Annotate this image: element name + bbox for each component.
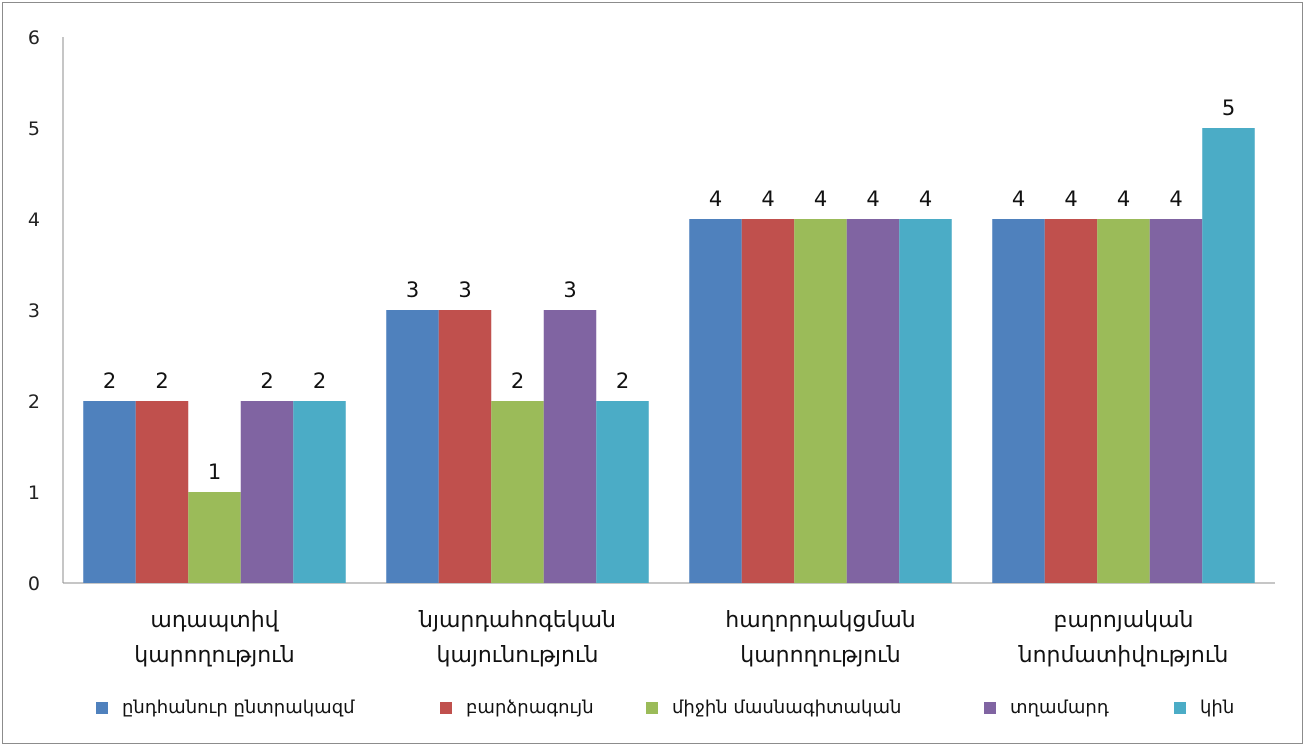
- data-label: 2: [313, 369, 326, 393]
- category-label: բարոյական: [1054, 608, 1194, 633]
- data-label: 4: [1169, 187, 1182, 211]
- y-tick-label: 4: [28, 209, 40, 231]
- legend-label: կին: [1200, 697, 1235, 718]
- data-label: 5: [1222, 96, 1235, 120]
- data-label: 4: [761, 187, 774, 211]
- bar: [596, 401, 649, 583]
- legend-swatch: [96, 701, 108, 714]
- bar: [543, 310, 597, 583]
- legend-label: ընդհանուր ընտրակազմ: [122, 697, 355, 718]
- data-label: 3: [563, 278, 576, 302]
- data-label: 4: [866, 187, 879, 211]
- legend-item: տղամարդ: [984, 697, 1109, 718]
- data-label: 4: [1012, 187, 1025, 211]
- legend-label: բարձրագույն: [466, 697, 594, 718]
- category-label: կարողություն: [134, 643, 294, 668]
- data-label: 1: [208, 460, 221, 484]
- data-label: 4: [814, 187, 827, 211]
- y-tick-label: 2: [28, 391, 40, 413]
- bar: [438, 310, 492, 583]
- y-tick-label: 3: [28, 300, 40, 322]
- legend-swatch: [984, 701, 996, 714]
- y-tick-label: 1: [28, 482, 40, 504]
- category-label: հաղորդակցման: [725, 608, 915, 633]
- category-label: նորմատիվություն: [1018, 643, 1229, 668]
- data-label: 4: [1064, 187, 1077, 211]
- bar: [293, 401, 346, 583]
- bar: [741, 219, 795, 583]
- category-label: ադապտիվ: [150, 608, 279, 633]
- legend-swatch: [646, 701, 658, 714]
- bar: [188, 492, 241, 583]
- legend-item: ընդհանուր ընտրակազմ: [96, 697, 355, 718]
- data-label: 2: [260, 369, 273, 393]
- bar: [83, 401, 136, 583]
- data-label: 3: [406, 278, 419, 302]
- data-label: 4: [709, 187, 722, 211]
- legend-swatch: [1174, 701, 1186, 714]
- bar: [1097, 219, 1150, 583]
- y-tick-label: 6: [28, 27, 40, 49]
- data-label: 2: [511, 369, 524, 393]
- legend-item: կին: [1174, 697, 1234, 718]
- bar: [1202, 128, 1255, 583]
- legend-item: բարձրագույն: [440, 697, 594, 718]
- legend: ընդհանուր ընտրակազմ բարձրագույն միջին մասն…: [0, 697, 1307, 725]
- bar: [240, 401, 294, 583]
- data-label: 4: [919, 187, 932, 211]
- bar: [992, 219, 1045, 583]
- data-label: 2: [103, 369, 116, 393]
- data-label: 4: [1117, 187, 1130, 211]
- legend-item: միջին մասնագիտական: [646, 697, 901, 718]
- bar: [1044, 219, 1098, 583]
- bar: [491, 401, 544, 583]
- bar: [689, 219, 742, 583]
- legend-label: տղամարդ: [1010, 697, 1109, 718]
- category-label: նյարդահոգեկան: [418, 608, 616, 633]
- y-tick-label: 0: [28, 573, 40, 595]
- legend-label: միջին մասնագիտական: [672, 697, 902, 718]
- bar: [846, 219, 900, 583]
- bar: [794, 219, 847, 583]
- y-tick-label: 5: [28, 118, 40, 140]
- bar: [899, 219, 952, 583]
- bar: [386, 310, 439, 583]
- data-label: 2: [155, 369, 168, 393]
- bar: [1149, 219, 1203, 583]
- bar: [135, 401, 189, 583]
- category-label: կարողություն: [740, 643, 900, 668]
- category-label: կայունություն: [437, 643, 599, 668]
- legend-swatch: [440, 701, 452, 714]
- data-label: 2: [616, 369, 629, 393]
- data-label: 3: [458, 278, 471, 302]
